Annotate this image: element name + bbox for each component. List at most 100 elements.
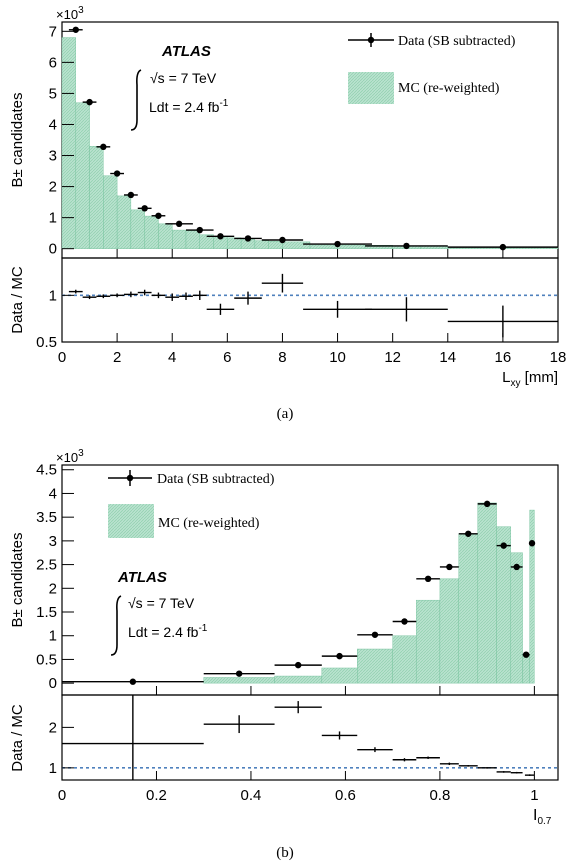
y-tick-label: 0.5 (36, 651, 57, 668)
x-tick-label: 4 (168, 349, 176, 366)
y-tick-label: 0 (49, 675, 57, 692)
mc-bar (116, 195, 132, 249)
x-tick-label: 8 (278, 349, 286, 366)
data-point (446, 563, 453, 571)
y-tick-label: 5 (49, 85, 57, 102)
mc-bar (130, 209, 145, 249)
panel-b-lumi-label: Ldt = 2.4 fb-1 (128, 623, 208, 640)
mc-bar (61, 37, 76, 249)
x-tick-label: 0.6 (335, 787, 356, 804)
data-point (175, 220, 183, 228)
mc-bar (89, 146, 104, 249)
panel-b-mc-histogram (203, 502, 535, 684)
ratio-y-tick-label: 2 (49, 719, 57, 736)
mc-bar (321, 667, 358, 684)
y-tick-label: 4.5 (36, 462, 57, 479)
x-tick-label: 16 (495, 349, 512, 366)
x-tick-label: 0 (58, 349, 66, 366)
panel-b-legend: Data (SB subtracted) MC (re-weighted) (108, 470, 275, 538)
legend-mc-swatch (348, 72, 394, 104)
panel-a-mc-histogram (61, 37, 559, 249)
y-tick-label: 1 (49, 210, 57, 227)
mc-bar (158, 223, 173, 249)
mc-bar (357, 648, 393, 684)
mc-bar (416, 599, 441, 684)
legend-data-label: Data (SB subtracted) (398, 34, 516, 49)
data-point (522, 651, 530, 658)
mc-bar (227, 237, 242, 249)
data-point (244, 235, 252, 242)
data-point (528, 540, 536, 547)
panel-a-atlas-label: ATLAS (161, 43, 211, 60)
legend-mc-swatch (108, 504, 154, 538)
panel-b-y-label: B± candidates (9, 533, 26, 628)
mc-bar (172, 229, 187, 249)
data-point (513, 563, 520, 571)
y-tick-label: 2 (49, 580, 57, 597)
y-tick-label: 2.5 (36, 557, 57, 574)
panel-b-ratio-points (62, 695, 535, 780)
x-tick-label: 18 (550, 349, 567, 366)
panel-a-ratio-points (68, 273, 558, 338)
panel-a-x-label: Lxy [mm] (502, 369, 558, 389)
data-point (217, 233, 224, 240)
panel-b-x-ticks: 0 0.2 0.4 0.6 0.8 1 (58, 771, 539, 804)
mc-bar (496, 526, 511, 684)
x-tick-label: 1 (530, 787, 538, 804)
x-tick-label: 2 (113, 349, 121, 366)
data-point (100, 143, 107, 151)
data-point (401, 618, 408, 625)
mc-bar (282, 241, 311, 249)
mc-bar (254, 240, 269, 249)
mc-bar (203, 677, 275, 684)
x-tick-label: 0.8 (429, 787, 450, 804)
data-point (127, 191, 135, 199)
data-point (86, 98, 93, 106)
panel-a-data-series (68, 26, 558, 251)
mc-bar (103, 175, 118, 249)
data-point (500, 542, 507, 549)
panel-b-ratio-frame (61, 694, 559, 781)
panel-a-caption: (a) (277, 406, 294, 422)
panel-a-y-multiplier: ×103 (56, 5, 84, 22)
mc-bar (309, 244, 338, 249)
panel-b-y-multiplier: ×103 (56, 448, 84, 465)
panel-a-legend: Data (SB subtracted) MC (re-weighted) (348, 33, 516, 104)
mc-bar (458, 533, 478, 684)
y-tick-label: 1.5 (36, 604, 57, 621)
panel-a-x-ticks: 0 2 4 6 8 10 12 14 16 18 (58, 333, 567, 366)
data-point (235, 670, 243, 677)
data-point (334, 240, 341, 248)
panel-b-main-y-ticks: 0 0.5 1 1.5 2 2.5 3 3.5 4 4.5 (36, 462, 74, 692)
x-tick-label: 12 (384, 349, 401, 366)
data-point (155, 212, 162, 219)
y-tick-label: 1 (49, 628, 57, 645)
y-tick-label: 2 (49, 179, 57, 196)
y-tick-label: 0 (49, 241, 57, 258)
panel-b-energy-label: √s = 7 TeV (128, 595, 195, 611)
data-point (465, 530, 472, 537)
x-tick-label: 0.4 (241, 787, 262, 804)
x-tick-label: 0 (58, 787, 66, 804)
mc-bar (185, 230, 200, 249)
panel-b-atlas-label: ATLAS (117, 569, 167, 586)
y-tick-label: 4 (49, 485, 57, 502)
mc-bar (439, 578, 459, 684)
legend-data-label: Data (SB subtracted) (157, 472, 275, 487)
data-point (336, 652, 343, 660)
mc-bar (392, 635, 417, 684)
panel-a-ratio-y-label: Data / MC (9, 266, 26, 334)
data-point (72, 26, 79, 33)
panel-a-main-x-ticks (61, 249, 559, 258)
data-point (279, 236, 286, 244)
panel-b-caption: (b) (276, 845, 294, 861)
panel-b-data-series (62, 500, 536, 685)
data-point (196, 226, 203, 234)
x-tick-label: 10 (329, 349, 346, 366)
ratio-y-tick-label: 0.5 (36, 334, 57, 351)
x-tick-label: 14 (439, 349, 456, 366)
panel-a-energy-label: √s = 7 TeV (150, 70, 217, 86)
legend-data-marker-dot (126, 474, 134, 482)
